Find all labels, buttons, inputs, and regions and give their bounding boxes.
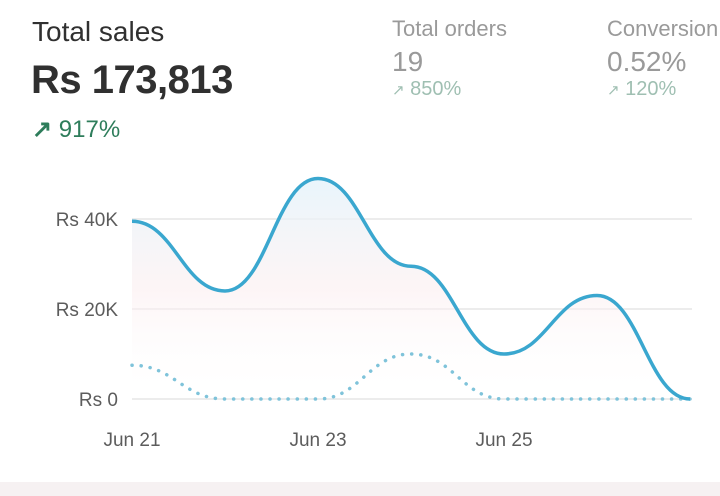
conversion-change-value: 120%: [625, 78, 677, 100]
arrow-up-right-icon: ↗: [392, 82, 405, 99]
bottom-bar: [0, 482, 720, 496]
sales-chart[interactable]: Rs 0 Rs 20K Rs 40K Jun 21 Jun 23 Jun 25: [0, 160, 720, 482]
current-period-area: [132, 178, 690, 399]
total-orders-change: ↗ 850%: [392, 78, 507, 101]
x-tick-label: Jun 25: [475, 430, 532, 451]
total-orders-label: Total orders: [392, 16, 507, 41]
y-tick-label: Rs 0: [79, 390, 118, 411]
total-orders-metric[interactable]: Total orders 19 ↗ 850%: [392, 16, 507, 101]
y-tick-label: Rs 20K: [56, 300, 119, 321]
current-period-line: [131, 176, 691, 401]
previous-period-line: [130, 352, 692, 401]
total-sales-value: Rs 173,813: [31, 58, 233, 102]
total-sales-change: ↗ 917%: [32, 115, 120, 144]
total-orders-value: 19: [392, 46, 424, 77]
conversion-metric[interactable]: Conversion 0.52% ↗ 120%: [607, 16, 718, 101]
total-sales-change-value: 917%: [58, 116, 121, 143]
arrow-up-right-icon: ↗: [32, 116, 53, 143]
total-sales-label: Total sales: [32, 16, 165, 47]
y-tick-label: Rs 40K: [56, 210, 119, 231]
x-tick-label: Jun 23: [289, 430, 346, 451]
conversion-label: Conversion: [607, 16, 719, 41]
conversion-value: 0.52%: [607, 46, 687, 77]
arrow-up-right-icon: ↗: [607, 82, 620, 99]
x-tick-label: Jun 21: [103, 430, 160, 451]
total-orders-change-value: 850%: [410, 78, 462, 100]
conversion-change: ↗ 120%: [607, 78, 718, 101]
